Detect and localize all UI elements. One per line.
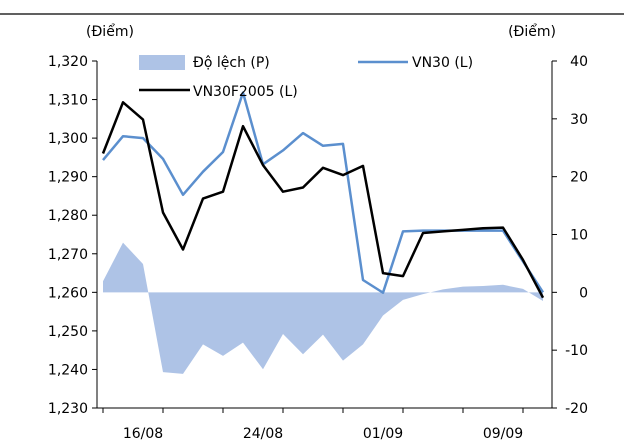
right-tick-label: 10 bbox=[570, 228, 588, 244]
legend-label-vn30f2005: VN30F2005 (L) bbox=[193, 84, 298, 100]
legend-swatch-deviation bbox=[139, 55, 185, 70]
legend-label-deviation: Độ lệch (P) bbox=[193, 55, 270, 71]
deviation-area-series bbox=[103, 242, 543, 374]
right-tick-label: 20 bbox=[570, 170, 588, 186]
x-tick-label: 01/09 bbox=[363, 426, 403, 442]
right-tick-label: -10 bbox=[565, 343, 588, 359]
right-tick-label: -20 bbox=[565, 401, 588, 417]
right-tick-label: 0 bbox=[579, 285, 588, 301]
left-tick-label: 1,320 bbox=[48, 54, 88, 70]
left-tick-labels: 1,230 1,240 1,250 1,260 1,270 1,280 1,290 1,300… bbox=[48, 54, 97, 417]
left-tick-label: 1,260 bbox=[48, 285, 88, 301]
right-tick-label: 30 bbox=[570, 112, 588, 128]
x-tick-label: 09/09 bbox=[483, 426, 523, 442]
left-tick-label: 1,290 bbox=[48, 170, 88, 186]
left-tick-label: 1,280 bbox=[48, 208, 88, 224]
vn30f2005-line-series bbox=[101, 101, 545, 299]
left-tick-label: 1,240 bbox=[48, 362, 88, 378]
left-tick-label: 1,310 bbox=[48, 93, 88, 109]
right-tick-labels: -20 -10 0 10 20 30 40 bbox=[552, 54, 588, 417]
x-tick-label: 24/08 bbox=[243, 426, 283, 442]
left-tick-label: 1,300 bbox=[48, 131, 88, 147]
vn30-line-series bbox=[102, 91, 545, 294]
right-tick-label: 40 bbox=[570, 54, 588, 70]
left-axis-unit: (Điểm) bbox=[86, 23, 134, 40]
left-tick-label: 1,250 bbox=[48, 324, 88, 340]
right-axis-unit: (Điểm) bbox=[508, 23, 556, 40]
left-tick-label: 1,270 bbox=[48, 247, 88, 263]
x-tick-label: 16/08 bbox=[123, 426, 163, 442]
legend: Độ lệch (P) VN30 (L) VN30F2005 (L) bbox=[139, 55, 473, 100]
plot-area bbox=[101, 91, 545, 374]
legend-label-vn30: VN30 (L) bbox=[412, 55, 473, 71]
x-tick-labels: 16/08 24/08 01/09 09/09 bbox=[102, 408, 524, 442]
left-tick-label: 1,230 bbox=[48, 401, 88, 417]
